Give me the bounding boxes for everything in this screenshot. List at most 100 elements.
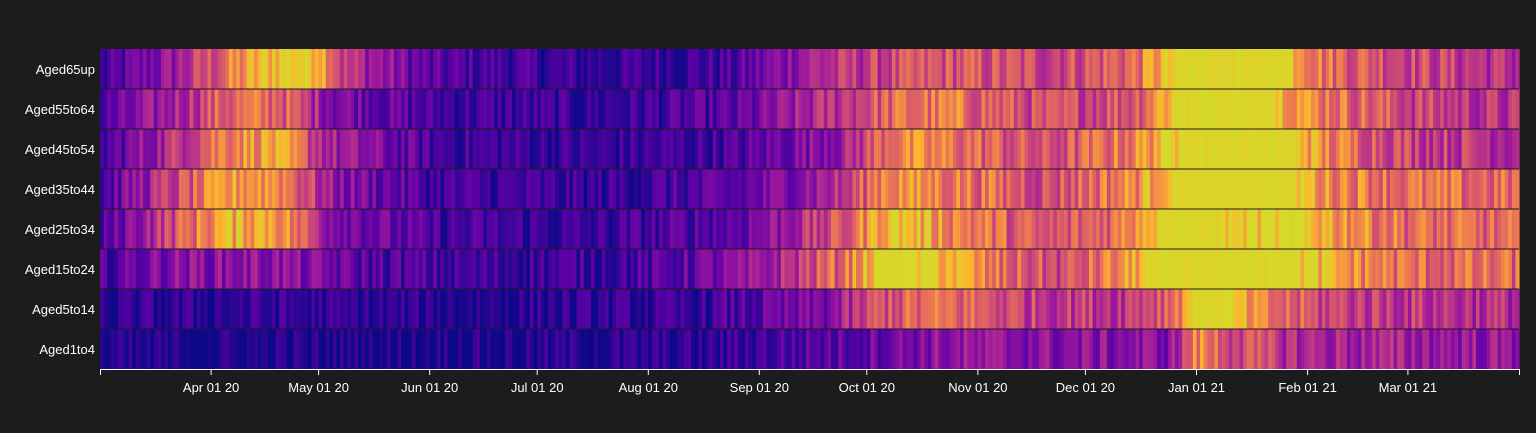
heatmap-cell xyxy=(390,129,395,169)
heatmap-cell xyxy=(1501,89,1506,129)
heatmap-cell xyxy=(282,289,287,329)
heatmap-cell xyxy=(418,169,424,209)
heatmap-cell xyxy=(691,129,696,169)
heatmap-cell xyxy=(1440,249,1445,289)
heatmap-cell xyxy=(573,209,578,249)
heatmap-cell xyxy=(934,249,940,289)
heatmap-cell xyxy=(530,169,535,209)
heatmap-cell xyxy=(684,49,689,89)
heatmap-cell xyxy=(1261,249,1266,289)
heatmap-cell xyxy=(1132,129,1137,169)
heatmap-cell xyxy=(1318,249,1323,289)
heatmap-cell xyxy=(547,249,553,289)
heatmap-cell xyxy=(906,289,911,329)
heatmap-cell xyxy=(1132,49,1137,89)
heatmap-cell xyxy=(1128,49,1133,89)
heatmap-cell xyxy=(107,289,112,329)
heatmap-cell xyxy=(114,129,119,169)
heatmap-cell xyxy=(1049,249,1054,289)
heatmap-cell xyxy=(1400,49,1405,89)
heatmap-cell xyxy=(1239,129,1244,169)
heatmap-cell xyxy=(909,209,915,249)
heatmap-cell xyxy=(1411,289,1416,329)
heatmap-cell xyxy=(454,289,459,329)
heatmap-cell xyxy=(311,49,316,89)
heatmap-cell xyxy=(931,169,936,209)
heatmap-cell xyxy=(762,129,768,169)
heatmap-cell xyxy=(608,249,614,289)
heatmap-cell xyxy=(504,169,510,209)
heatmap-cell xyxy=(1149,49,1155,89)
heatmap-cell xyxy=(1146,169,1151,209)
heatmap-cell xyxy=(641,89,646,129)
heatmap-cell xyxy=(791,289,796,329)
heatmap-cell xyxy=(1443,129,1448,169)
heatmap-cell xyxy=(121,169,126,209)
heatmap-cell xyxy=(279,169,284,209)
heatmap-cell xyxy=(1264,49,1269,89)
heatmap-cell xyxy=(612,169,617,209)
heatmap-cell xyxy=(1049,289,1054,329)
heatmap-cell xyxy=(942,49,947,89)
heatmap-cell xyxy=(1232,289,1237,329)
heatmap-cell xyxy=(476,49,481,89)
heatmap-cell xyxy=(408,209,413,249)
heatmap-cell xyxy=(1038,249,1044,289)
heatmap-cell xyxy=(1404,129,1409,169)
heatmap-cell xyxy=(189,289,194,329)
heatmap-cell xyxy=(1207,209,1212,249)
heatmap-cell xyxy=(272,49,277,89)
heatmap-cell xyxy=(390,209,395,249)
heatmap-cell xyxy=(537,289,542,329)
heatmap-cell xyxy=(791,209,796,249)
heatmap-cell xyxy=(913,169,918,209)
heatmap-cell xyxy=(1404,289,1409,329)
heatmap-cell xyxy=(526,129,531,169)
heatmap-cell xyxy=(1511,329,1517,369)
heatmap-cell xyxy=(888,289,893,329)
heatmap-cell xyxy=(379,169,384,209)
heatmap-cell xyxy=(820,329,825,369)
heatmap-cell xyxy=(1368,329,1373,369)
heatmap-cell xyxy=(1450,289,1456,329)
heatmap-cell xyxy=(702,49,707,89)
heatmap-cell xyxy=(375,169,381,209)
heatmap-cell xyxy=(1017,209,1022,249)
heatmap-cell xyxy=(773,49,778,89)
heatmap-cell xyxy=(1142,209,1147,249)
heatmap-cell xyxy=(1117,89,1122,129)
heatmap-cell xyxy=(153,89,158,129)
heatmap-cell xyxy=(1071,129,1076,169)
heatmap-cell xyxy=(967,89,972,129)
heatmap-cell xyxy=(1089,89,1094,129)
heatmap-cell xyxy=(845,249,850,289)
heatmap-cell xyxy=(906,209,911,249)
heatmap-cell xyxy=(178,89,184,129)
heatmap-cell xyxy=(899,249,904,289)
heatmap-cell xyxy=(1135,329,1140,369)
heatmap-cell xyxy=(1121,249,1126,289)
heatmap-cell xyxy=(655,249,660,289)
heatmap-cell xyxy=(325,129,330,169)
heatmap-cell xyxy=(1493,329,1499,369)
heatmap-cell xyxy=(1078,169,1083,209)
heatmap-cell xyxy=(580,169,585,209)
heatmap-cell xyxy=(1461,209,1466,249)
heatmap-cell xyxy=(1182,289,1187,329)
heatmap-cell xyxy=(834,289,839,329)
heatmap-cell xyxy=(1429,289,1434,329)
heatmap-cell xyxy=(802,289,807,329)
heatmap-cell xyxy=(254,249,259,289)
heatmap-cell xyxy=(723,249,728,289)
heatmap-cell xyxy=(250,329,255,369)
heatmap-cell xyxy=(318,329,323,369)
heatmap-cell xyxy=(970,329,975,369)
heatmap-cell xyxy=(1332,209,1337,249)
heatmap-cell xyxy=(1511,129,1517,169)
heatmap-cell xyxy=(949,89,954,129)
heatmap-cell xyxy=(1232,89,1237,129)
heatmap-cell xyxy=(870,209,875,249)
heatmap-cell xyxy=(1017,329,1022,369)
heatmap-cell xyxy=(329,129,334,169)
heatmap-cell xyxy=(684,249,689,289)
